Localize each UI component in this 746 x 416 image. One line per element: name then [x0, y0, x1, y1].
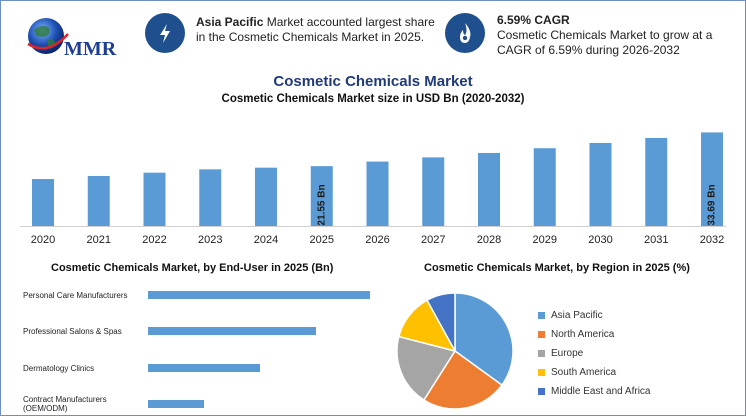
- flame-icon: [460, 23, 471, 43]
- legend-item: North America: [538, 325, 738, 344]
- x-tick-label: 2031: [644, 234, 668, 246]
- bar-2031: [645, 137, 668, 226]
- end-user-bar: [148, 364, 261, 372]
- region-pie-chart: [396, 292, 514, 410]
- legend-item: Middle East and Africa: [538, 382, 738, 401]
- bar-chart-title: Cosmetic Chemicals Market size in USD Bn…: [221, 93, 525, 105]
- bar-2025: [310, 166, 333, 226]
- legend-label: Asia Pacific: [551, 310, 603, 321]
- x-tick-label: 2023: [198, 234, 222, 246]
- globe-icon: [27, 18, 69, 54]
- data-label: 21.55 Bn: [316, 184, 327, 225]
- x-tick-label: 2029: [533, 234, 557, 246]
- bar-2022: [143, 172, 166, 226]
- end-user-label: Professional Salons & Spas: [23, 327, 122, 336]
- legend-label: Europe: [551, 348, 584, 359]
- bar-2020: [32, 179, 54, 226]
- bar-2028: [478, 152, 500, 226]
- end-user-label: Contract Manufacturers (OEM/ODM): [23, 395, 107, 413]
- end-user-bar: [148, 291, 370, 299]
- kpi-cagr-bold: 6.59% CAGR: [497, 13, 570, 27]
- legend-item: Europe: [538, 344, 738, 363]
- region-chart-title: Cosmetic Chemicals Market, by Region in …: [424, 262, 690, 274]
- x-tick-label: 2025: [310, 234, 334, 246]
- legend-swatch: [538, 331, 545, 338]
- main-title: Cosmetic Chemicals Market: [273, 73, 473, 90]
- legend-swatch: [538, 369, 545, 376]
- end-user-chart-title: Cosmetic Chemicals Market, by End-User i…: [51, 262, 334, 274]
- bar-2023: [199, 169, 222, 226]
- kpi-cagr-text: Cosmetic Chemicals Market to grow at a C…: [497, 28, 713, 57]
- pie-slice-europe: [396, 335, 457, 402]
- lightning-icon: [160, 24, 170, 43]
- legend-label: South America: [551, 367, 617, 378]
- pie-slice-asia-pacific: [454, 292, 514, 387]
- x-tick-label: 2032: [700, 234, 724, 246]
- legend-swatch: [538, 312, 545, 319]
- logo-text: MMR: [64, 38, 117, 60]
- x-tick-label: 2021: [87, 234, 111, 246]
- legend-label: North America: [551, 329, 615, 340]
- bar-2026: [366, 161, 389, 226]
- bar-2024: [255, 167, 277, 226]
- legend-item: Asia Pacific: [538, 306, 738, 325]
- kpi-flame-circle: [445, 13, 485, 53]
- market-size-bar-chart: 2020 2021 2022 2023 2024 2025 21.55 Bn 2026 2027…: [20, 132, 726, 246]
- end-user-bar: [148, 400, 205, 408]
- legend-swatch: [538, 388, 545, 395]
- data-label: 33.69 Bn: [707, 184, 718, 225]
- pie-slice-middle-east-and-africa: [426, 292, 456, 352]
- end-user-label: Personal Care Manufacturers: [23, 291, 128, 300]
- legend-swatch: [538, 350, 545, 357]
- x-tick-label: 2020: [31, 234, 55, 246]
- bar-2030: [589, 142, 612, 226]
- bar-2032: [701, 132, 723, 226]
- legend-item: South America: [538, 363, 738, 382]
- bar-2027: [422, 157, 445, 226]
- kpi-cagr: 6.59% CAGR Cosmetic Chemicals Market to …: [497, 13, 737, 58]
- x-tick-label: 2030: [588, 234, 612, 246]
- x-tick-label: 2027: [421, 234, 445, 246]
- kpi-asia-pacific: Asia Pacific Market accounted largest sh…: [196, 15, 441, 45]
- legend-label: Middle East and Africa: [551, 386, 651, 397]
- x-tick-label: 2022: [142, 234, 166, 246]
- region-legend: Asia Pacific North America Europe South Ame…: [538, 306, 738, 401]
- x-tick-label: 2024: [254, 234, 278, 246]
- x-tick-label: 2028: [477, 234, 501, 246]
- end-user-label: Dermatology Clinics: [23, 364, 95, 373]
- kpi-lightning-circle: [145, 13, 185, 53]
- kpi-asia-pacific-bold: Asia Pacific: [196, 15, 264, 29]
- pie-slice-north-america: [422, 349, 503, 410]
- kpi-asia-pacific-text: Market accounted largest share in the Co…: [196, 15, 435, 44]
- x-tick-label: 2026: [365, 234, 389, 246]
- bar-2021: [87, 176, 110, 226]
- end-user-bar: [148, 327, 317, 335]
- bar-2029: [533, 148, 556, 226]
- end-user-bar-chart: Personal Care Manufacturers Professional …: [0, 280, 400, 416]
- mmr-logo: MMR: [24, 14, 124, 62]
